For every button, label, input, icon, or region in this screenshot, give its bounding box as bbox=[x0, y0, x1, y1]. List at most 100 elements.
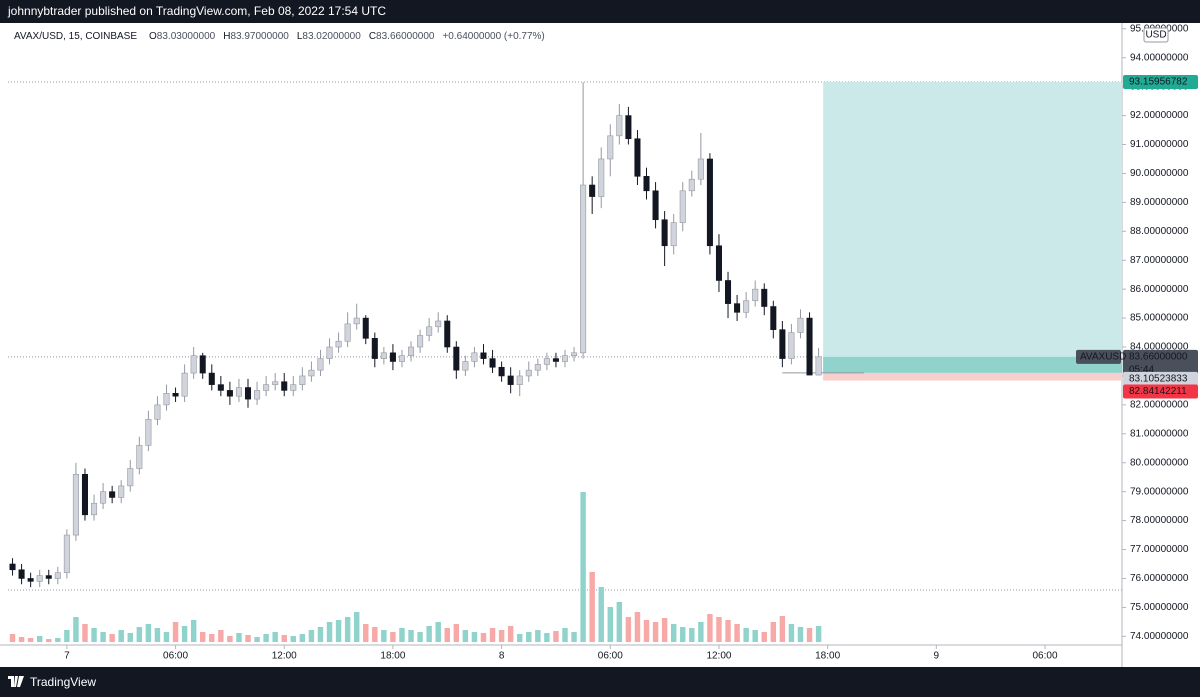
quote-value: 83.02000000 bbox=[302, 31, 361, 42]
volume-bar bbox=[36, 636, 43, 642]
candle-body bbox=[308, 369, 315, 377]
candle-body bbox=[589, 184, 596, 197]
candle-body bbox=[254, 390, 261, 400]
y-tick-label: 80.00000000 bbox=[1130, 457, 1189, 468]
candle-body bbox=[543, 358, 550, 365]
volume-bar bbox=[136, 627, 143, 642]
volume-bar bbox=[444, 628, 450, 642]
quote-key: C bbox=[369, 31, 376, 42]
candle-body bbox=[145, 419, 152, 446]
currency-box bbox=[1143, 27, 1169, 43]
volume-bar bbox=[18, 637, 25, 642]
symbol-tag: AVAXUSD bbox=[1080, 351, 1126, 362]
volume-bar bbox=[408, 630, 414, 642]
volume-bar bbox=[526, 632, 532, 642]
candle-body bbox=[625, 115, 632, 140]
candle-body bbox=[45, 575, 52, 579]
candle-body bbox=[217, 384, 224, 391]
quote-value: 83.03000000 bbox=[157, 31, 216, 42]
volume-bar bbox=[64, 630, 70, 642]
y-tick-label: 86.00000000 bbox=[1130, 284, 1189, 295]
volume-bar bbox=[462, 630, 469, 642]
volume-bar bbox=[281, 635, 287, 642]
x-tick-label: 12:00 bbox=[272, 651, 297, 662]
candle-body bbox=[63, 534, 70, 573]
volume-bar bbox=[634, 612, 641, 642]
candle-body bbox=[688, 178, 695, 192]
publish-bar: johnnybtrader published on TradingView.c… bbox=[0, 0, 1200, 23]
candle-body bbox=[398, 355, 405, 362]
candle-body bbox=[281, 381, 288, 391]
candle-body bbox=[27, 578, 34, 582]
stop-zone bbox=[823, 372, 1122, 381]
volume-bar bbox=[489, 628, 496, 642]
candle-body bbox=[679, 190, 686, 223]
volume-bar bbox=[145, 624, 152, 642]
volume-bar bbox=[680, 627, 686, 642]
candle-body bbox=[235, 387, 242, 397]
symbol-tag-box bbox=[1076, 349, 1121, 364]
volume-bar bbox=[607, 607, 614, 642]
x-tick-label: 06:00 bbox=[598, 651, 623, 662]
volume-bar bbox=[200, 632, 206, 642]
y-tick-label: 75.00000000 bbox=[1130, 602, 1189, 613]
volume-bar bbox=[254, 637, 260, 642]
volume-bar bbox=[326, 622, 333, 642]
price-axis-bg bbox=[1122, 23, 1200, 667]
candle-body bbox=[290, 384, 297, 391]
candle-body bbox=[435, 320, 442, 328]
y-tick-label: 77.00000000 bbox=[1130, 544, 1189, 555]
volume-bar bbox=[734, 624, 740, 642]
volume-bar bbox=[390, 632, 396, 642]
volume-bar bbox=[154, 628, 161, 642]
candle-body bbox=[752, 288, 759, 302]
volume-bar bbox=[562, 628, 568, 642]
candle-body bbox=[471, 352, 478, 362]
candle-body bbox=[100, 491, 107, 504]
candle-body bbox=[571, 352, 578, 356]
volume-bar bbox=[91, 628, 97, 642]
target-label-box bbox=[1123, 75, 1198, 90]
volume-bar bbox=[716, 617, 722, 642]
candle-body bbox=[770, 306, 777, 330]
volume-bar bbox=[317, 627, 324, 642]
target-zone bbox=[823, 82, 1122, 373]
quote-key: L bbox=[297, 31, 303, 42]
quote-key: H bbox=[223, 31, 230, 42]
volume-bar bbox=[299, 634, 306, 642]
volume-bar bbox=[82, 624, 88, 642]
volume-bar bbox=[788, 624, 795, 642]
volume-bar bbox=[227, 636, 233, 642]
volume-bar bbox=[100, 632, 106, 642]
entry-label: 83.10523833 bbox=[1129, 374, 1188, 385]
quote-value: 83.97000000 bbox=[230, 31, 289, 42]
volume-bar bbox=[109, 634, 115, 642]
candle-body bbox=[54, 572, 61, 579]
volume-bar bbox=[698, 622, 704, 642]
volume-bar bbox=[779, 616, 786, 642]
candle-body bbox=[453, 346, 460, 371]
brand: TradingView bbox=[30, 675, 97, 689]
candle-body bbox=[797, 317, 804, 333]
candle-body bbox=[715, 245, 722, 281]
logo bbox=[8, 676, 24, 687]
candle-body bbox=[516, 375, 523, 385]
x-tick-label: 18:00 bbox=[380, 651, 405, 662]
target-label: 93.15956782 bbox=[1129, 77, 1188, 88]
symbol: AVAX/USD, 15, COINBASE bbox=[14, 31, 137, 42]
candle-body bbox=[244, 387, 252, 400]
candle-body bbox=[317, 358, 324, 371]
volume-bar bbox=[27, 638, 34, 642]
candle-body bbox=[634, 138, 641, 177]
candle-body bbox=[607, 135, 614, 160]
candle-body bbox=[81, 474, 89, 516]
last-price-box bbox=[1123, 349, 1198, 378]
y-tick-label: 92.00000000 bbox=[1130, 110, 1189, 121]
volume-bar bbox=[73, 617, 79, 642]
volume-bar bbox=[163, 632, 170, 642]
candle-body bbox=[335, 340, 342, 348]
profit-band bbox=[823, 356, 1122, 373]
candle-body bbox=[18, 569, 25, 579]
candle-body bbox=[91, 502, 98, 516]
volume-bar bbox=[707, 614, 713, 642]
